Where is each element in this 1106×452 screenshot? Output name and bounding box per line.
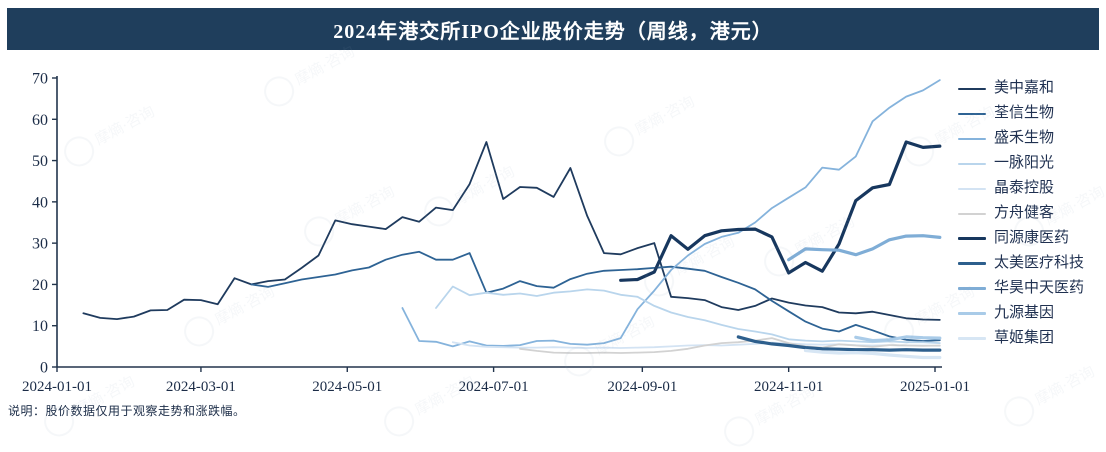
legend-label: 九源基因 — [994, 305, 1055, 321]
legend-item-美中嘉和: 美中嘉和 — [958, 76, 1104, 101]
legend-swatch-美中嘉和 — [958, 87, 986, 90]
y-tick-label: 40 — [32, 194, 48, 211]
series-line-华昊中天医药 — [787, 234, 942, 262]
legend-item-盛禾生物: 盛禾生物 — [958, 126, 1104, 151]
legend-swatch-方舟健客 — [958, 212, 986, 215]
legend-swatch-九源基因 — [958, 312, 986, 315]
legend-item-九源基因: 九源基因 — [958, 301, 1104, 326]
legend-swatch-盛禾生物 — [958, 137, 986, 140]
y-tick-label: 50 — [32, 153, 48, 170]
x-tick-label: 2024-09-01 — [607, 379, 677, 395]
legend-item-晶泰控股: 晶泰控股 — [958, 176, 1104, 201]
legend-label: 盛禾生物 — [994, 130, 1055, 146]
title-banner: 2024年港交所IPO企业股价走势（周线，港元） — [7, 8, 1099, 50]
legend-item-同源康医药: 同源康医药 — [958, 226, 1104, 251]
series-line-方舟健客 — [519, 337, 941, 354]
page: { "banner": { "title": "2024年港交所IPO企业股价走… — [7, 8, 1104, 452]
legend-swatch-同源康医药 — [958, 237, 986, 240]
series-line-一脉阳光 — [435, 285, 941, 345]
legend-label: 同源康医药 — [994, 230, 1070, 246]
legend-item-华昊中天医药: 华昊中天医药 — [958, 276, 1104, 301]
legend-label: 草姬集团 — [994, 330, 1055, 346]
y-tick-label: 70 — [32, 71, 48, 88]
x-tick-label: 2024-11-01 — [754, 379, 823, 395]
legend-label: 华昊中天医药 — [994, 280, 1085, 296]
legend-item-太美医疗科技: 太美医疗科技 — [958, 251, 1104, 276]
legend-swatch-晶泰控股 — [958, 187, 986, 190]
y-tick-label: 10 — [32, 318, 48, 335]
x-tick-label: 2024-07-01 — [459, 379, 529, 395]
legend-label: 荃信生物 — [994, 105, 1055, 121]
x-tick-label: 2025-01-01 — [900, 379, 970, 395]
y-tick-label: 60 — [32, 112, 48, 129]
legend-item-荃信生物: 荃信生物 — [958, 101, 1104, 126]
legend-label: 太美医疗科技 — [994, 255, 1085, 271]
legend-swatch-一脉阳光 — [958, 162, 986, 165]
x-tick-label: 2024-05-01 — [312, 379, 382, 395]
legend-label: 一脉阳光 — [994, 155, 1055, 171]
series-line-太美医疗科技 — [736, 335, 942, 352]
chart-area: 0 10 20 30 40 50 60 70 2024-01-01 2024-03-01 2024-… — [22, 71, 970, 396]
legend-swatch-草姬集团 — [958, 337, 986, 340]
legend-label: 晶泰控股 — [994, 180, 1055, 196]
legend-item-一脉阳光: 一脉阳光 — [958, 151, 1104, 176]
legend-swatch-华昊中天医药 — [958, 287, 986, 290]
y-tick-label: 30 — [32, 236, 48, 253]
series-line-盛禾生物 — [401, 79, 941, 348]
chart-title: 2024年港交所IPO企业股价走势（周线，港元） — [333, 20, 773, 43]
series-line-九源基因 — [854, 335, 942, 343]
legend: 美中嘉和荃信生物盛禾生物一脉阳光晶泰控股方舟健客同源康医药太美医疗科技 华昊中天医… — [958, 76, 1104, 351]
y-tick-label: 0 — [40, 360, 48, 377]
footnote: 说明：股价数据仅用于观察走势和涨跌幅。 — [8, 404, 246, 418]
legend-item-草姬集团: 草姬集团 — [958, 326, 1104, 351]
x-tick-label: 2024-03-01 — [166, 379, 236, 395]
series-line-同源康医药 — [619, 140, 942, 282]
series-line-美中嘉和 — [82, 141, 941, 321]
legend-swatch-太美医疗科技 — [958, 262, 986, 265]
legend-label: 方舟健客 — [994, 205, 1055, 221]
series-line-荃信生物 — [250, 250, 941, 342]
series-line-草姬集团 — [803, 348, 942, 360]
legend-item-方舟健客: 方舟健客 — [958, 201, 1104, 226]
legend-label: 美中嘉和 — [994, 80, 1055, 96]
legend-swatch-荃信生物 — [958, 112, 986, 115]
y-tick-label: 20 — [32, 277, 48, 294]
x-tick-label: 2024-01-01 — [22, 379, 92, 395]
